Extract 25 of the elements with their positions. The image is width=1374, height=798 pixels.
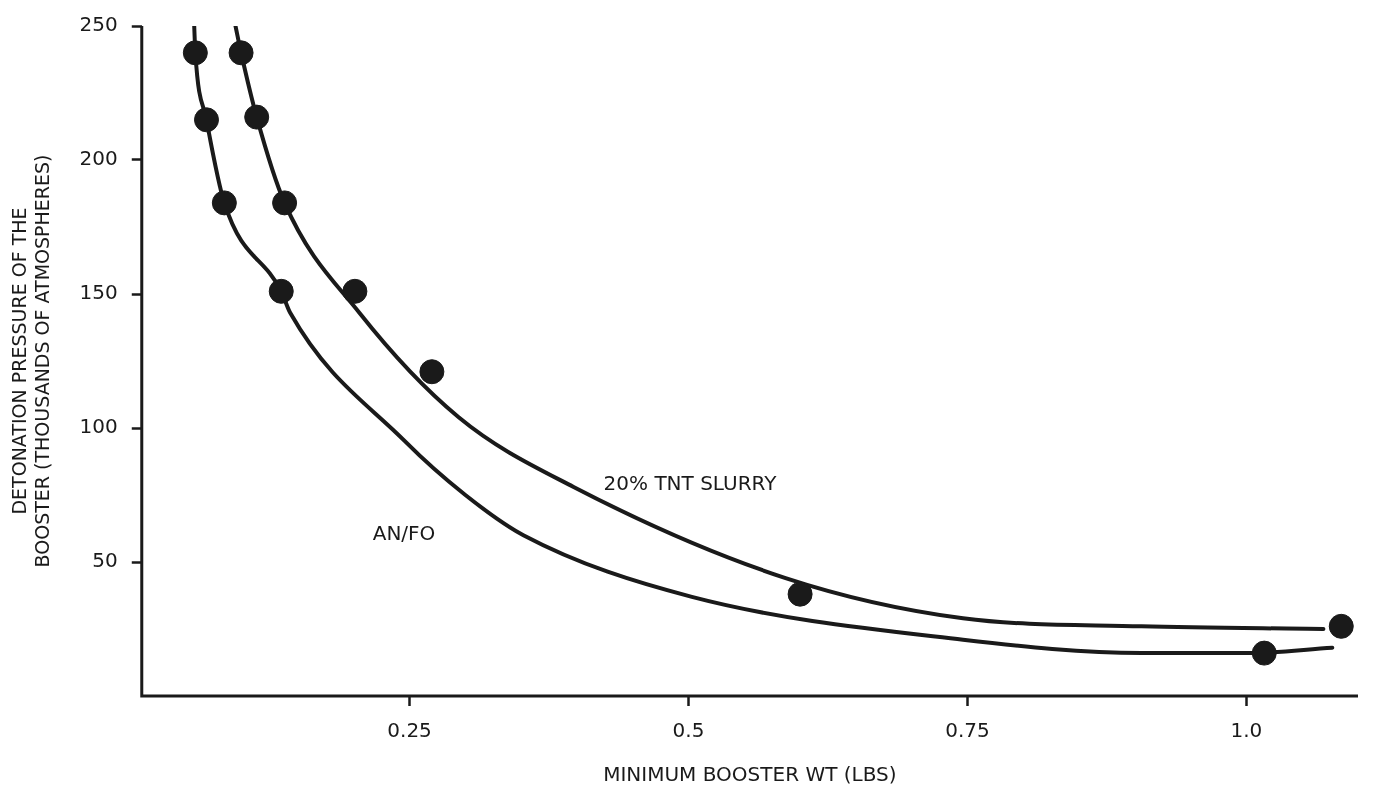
point bbox=[1328, 613, 1354, 639]
point bbox=[419, 359, 445, 385]
point bbox=[228, 40, 254, 66]
y-tick-label: 150 bbox=[79, 280, 118, 305]
y-axis-title: DETONATION PRESSURE OF THE BOOSTER (THOUSANDS OF ATMOSPHERES) bbox=[8, 154, 54, 568]
point bbox=[342, 278, 368, 304]
point bbox=[211, 190, 237, 216]
x-tick-label: 0.5 bbox=[672, 718, 705, 743]
y-tick-label: 100 bbox=[79, 414, 118, 439]
point bbox=[272, 190, 298, 216]
series-label: AN/FO bbox=[372, 520, 436, 545]
x-tick-label: 1.0 bbox=[1230, 718, 1263, 743]
point bbox=[193, 107, 219, 133]
point bbox=[244, 104, 270, 130]
point bbox=[182, 40, 208, 66]
y-tick-label: 250 bbox=[79, 12, 118, 37]
x-axis-title: MINIMUM BOOSTER WT (LBS) bbox=[603, 762, 897, 787]
y-tick-label: 50 bbox=[92, 548, 118, 573]
x-tick-label: 0.25 bbox=[387, 718, 432, 743]
y-tick-label: 200 bbox=[79, 146, 118, 171]
point bbox=[1251, 640, 1277, 666]
x-tick-label: 0.75 bbox=[945, 718, 990, 743]
series-label: 20% TNT SLURRY bbox=[603, 470, 778, 495]
point bbox=[268, 278, 294, 304]
point bbox=[787, 581, 813, 607]
